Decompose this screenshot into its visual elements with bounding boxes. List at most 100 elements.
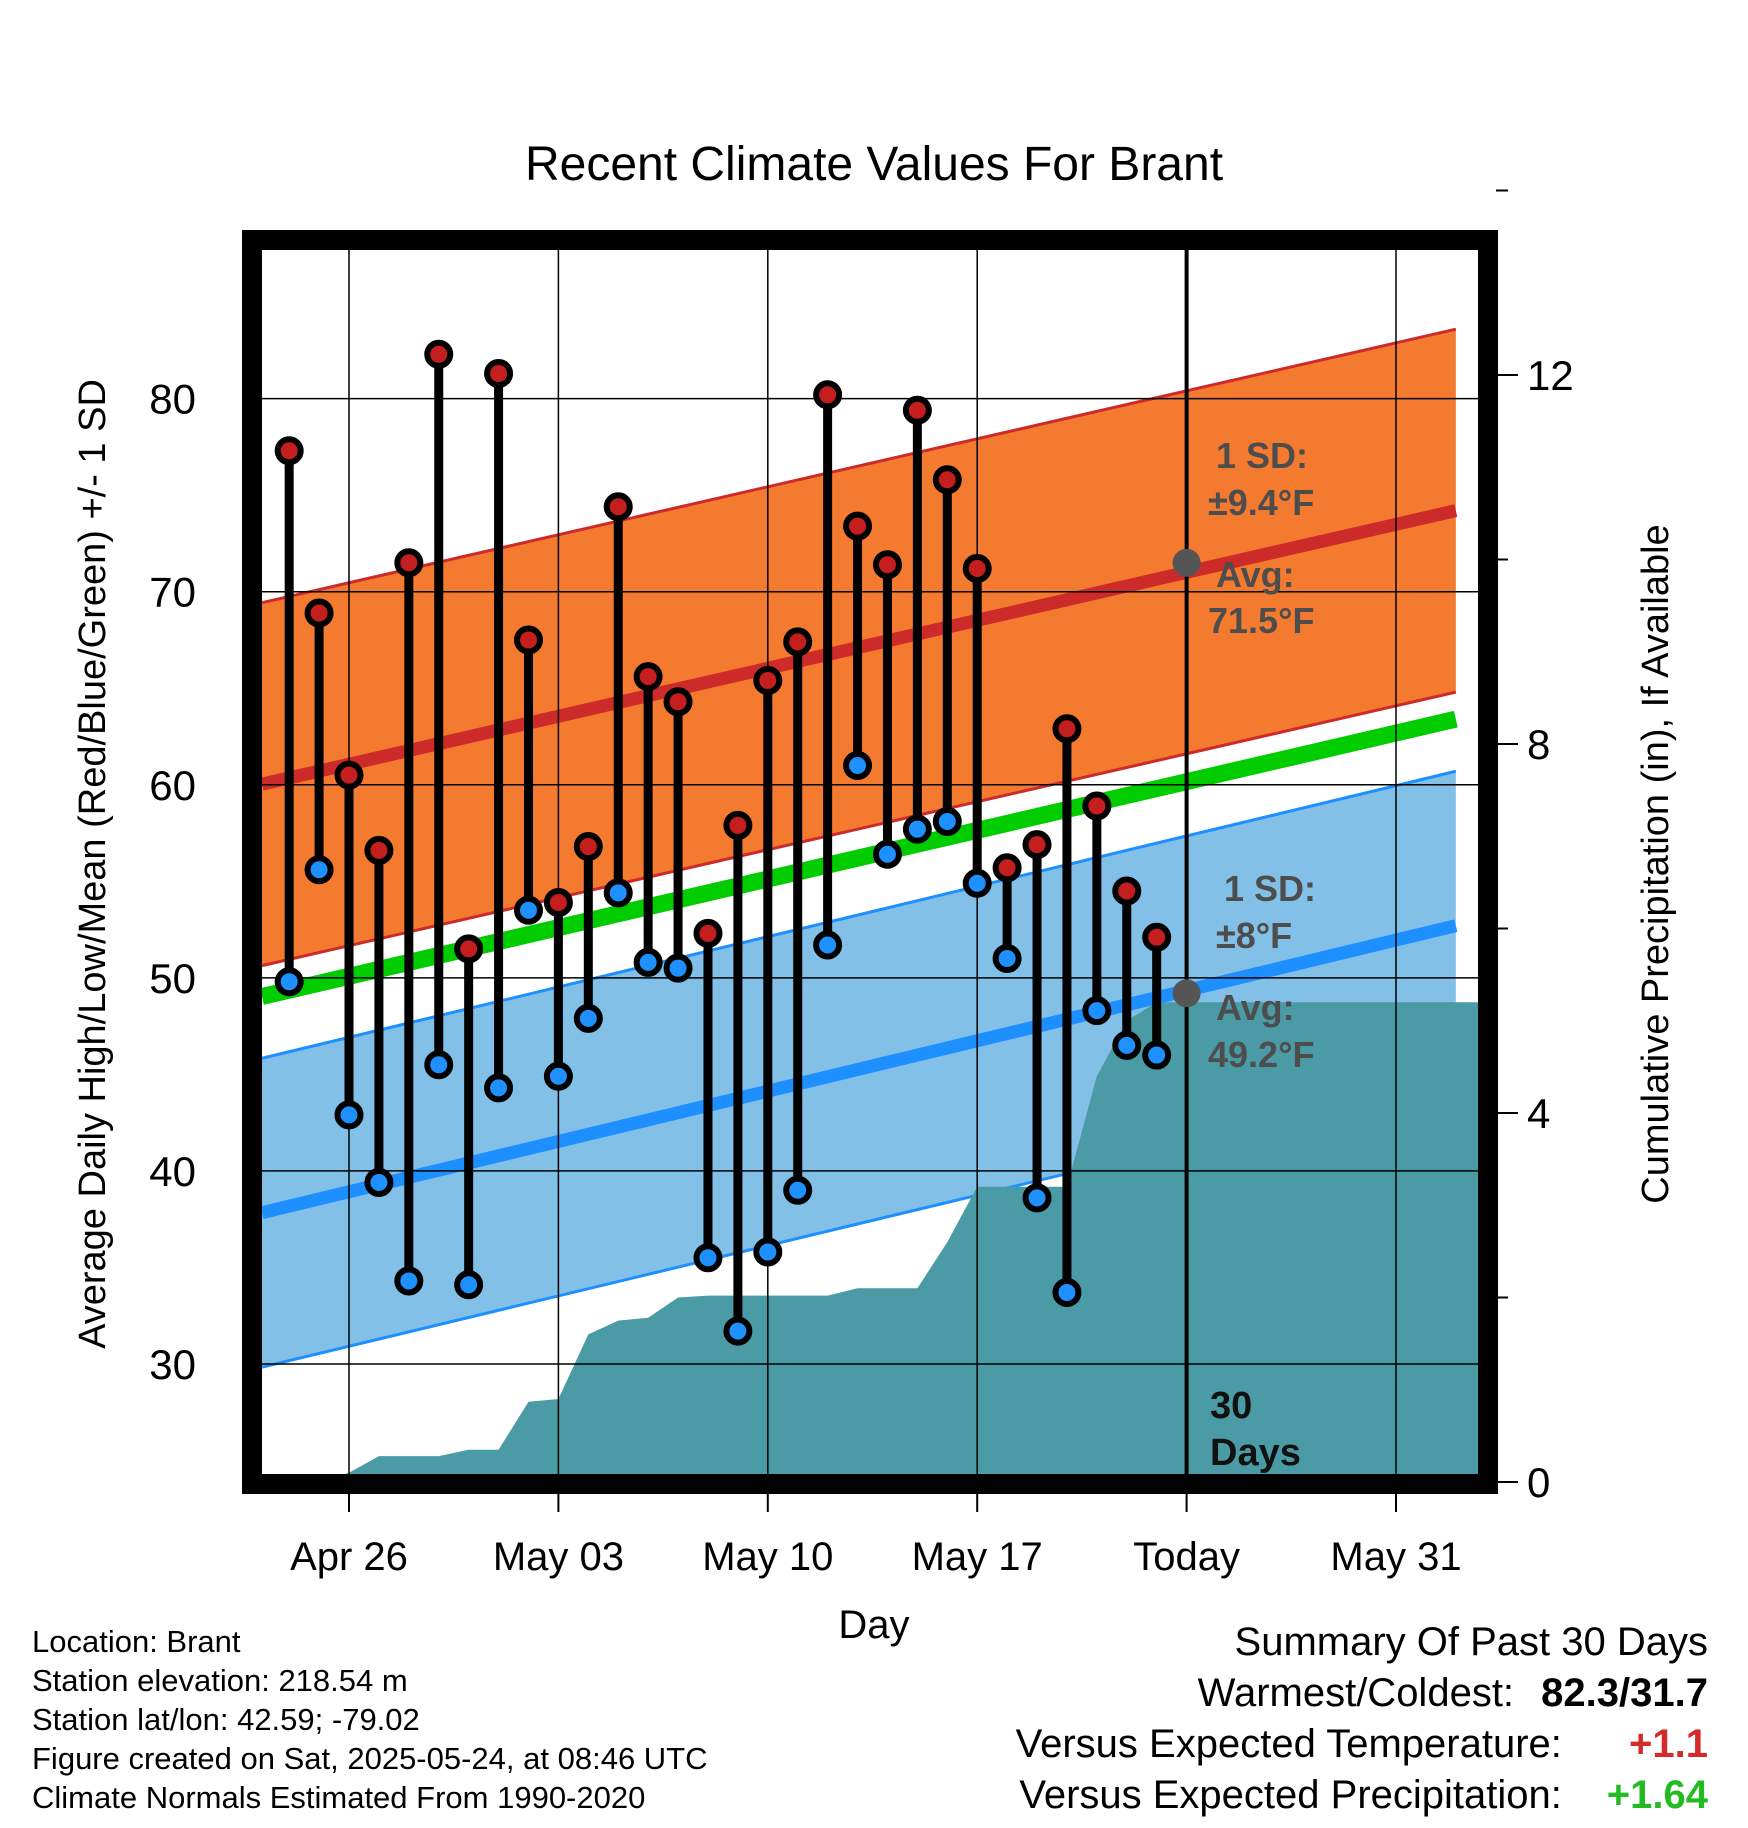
daily-high-point — [962, 554, 992, 584]
daily-low-point — [1142, 1040, 1172, 1070]
daily-low-point — [334, 1100, 364, 1130]
daily-high-point — [723, 810, 753, 840]
daily-high-point — [992, 853, 1022, 883]
daily-low-point — [484, 1073, 514, 1103]
plot-frame — [242, 230, 1498, 1494]
daily-low-point — [454, 1270, 484, 1300]
y-tick-label: 70 — [149, 569, 196, 616]
daily-low-point — [872, 839, 902, 869]
today-low-avg-marker — [1172, 979, 1201, 1008]
daily-low-point — [274, 967, 304, 997]
high-avg-value: 71.5°F — [1208, 600, 1314, 641]
warm-cold-row: Warmest/Coldest: 82.3/31.7 — [1016, 1668, 1708, 1719]
daily-low-point — [603, 878, 633, 908]
precipitation-area — [274, 1002, 1478, 1474]
x-tick-label: Apr 26 — [290, 1535, 408, 1579]
daily-high-point — [902, 395, 932, 425]
daily-high-point — [1052, 714, 1082, 744]
y2-tick-label: 0 — [1527, 1459, 1550, 1506]
daily-low-point — [573, 1003, 603, 1033]
daily-high-point — [1142, 922, 1172, 952]
low-sd-value: ±8°F — [1216, 915, 1292, 956]
y2-tick-label: 4 — [1527, 1090, 1550, 1137]
normals-text: Climate Normals Estimated From 1990-2020 — [32, 1780, 646, 1815]
x-tick-label: May 03 — [493, 1535, 624, 1579]
summary-panel: Summary Of Past 30 Days Warmest/Coldest:… — [1016, 1617, 1708, 1821]
daily-low-point — [1052, 1278, 1082, 1308]
daily-low-point — [364, 1167, 394, 1197]
daily-low-point — [1112, 1030, 1142, 1060]
y2-axis-label: Cumulative Precipitation (in), If Availa… — [1635, 524, 1677, 1203]
daily-high-point — [633, 662, 663, 692]
daily-low-point — [902, 814, 932, 844]
daily-high-point — [872, 550, 902, 580]
daily-high-point — [334, 760, 364, 790]
location-text: Location: Brant — [32, 1624, 241, 1659]
chart-title: Recent Climate Values For Brant — [525, 138, 1223, 191]
temp-value: +1.1 — [1629, 1722, 1708, 1766]
high-sd-value: ±9.4°F — [1208, 482, 1314, 523]
daily-high-point — [663, 687, 693, 717]
y-tick-label: 50 — [149, 955, 196, 1002]
daily-low-point — [992, 944, 1022, 974]
today-high-avg-marker — [1172, 548, 1201, 577]
daily-low-point — [394, 1266, 424, 1296]
daily-low-point — [693, 1243, 723, 1273]
x-tick-label: May 17 — [912, 1535, 1043, 1579]
high-sd-band-lower-edge — [261, 690, 1457, 968]
daily-high-point — [573, 832, 603, 862]
daily-low-point — [932, 806, 962, 836]
daily-low-point — [723, 1316, 753, 1346]
y2-tick-label: 12 — [1527, 352, 1574, 399]
x-axis-label: Day — [838, 1603, 909, 1647]
low-avg-label: Avg: — [1216, 987, 1295, 1028]
x-tick-label: Today — [1133, 1535, 1240, 1579]
summary-title: Summary Of Past 30 Days — [1234, 1620, 1708, 1664]
high-sd-band-upper-edge — [261, 327, 1457, 605]
daily-high-point — [603, 492, 633, 522]
window-label-number: 30 — [1210, 1385, 1252, 1427]
temp-label: Versus Expected Temperature: — [1015, 1722, 1562, 1766]
y-axis-label: Average Daily High/Low/Mean (Red/Blue/Gr… — [72, 379, 114, 1349]
daily-high-point — [274, 436, 304, 466]
daily-high-point — [304, 598, 334, 628]
high-avg-label: Avg: — [1216, 554, 1295, 595]
station-info: Location: Brant Station elevation: 218.5… — [32, 1622, 708, 1817]
daily-high-point — [1112, 876, 1142, 906]
x-tick-label: May 10 — [702, 1535, 833, 1579]
daily-low-point — [843, 750, 873, 780]
x-tick-label: May 31 — [1330, 1535, 1461, 1579]
plot-area: 1 SD: ±9.4°F Avg: 71.5°F 1 SD: ±8°F Avg: 49.2°F… — [149, 189, 1574, 1579]
daily-low-point — [543, 1061, 573, 1091]
daily-high-point — [454, 934, 484, 964]
daily-low-point — [783, 1175, 813, 1205]
high-sd-label: 1 SD: — [1216, 435, 1308, 476]
precip-row: Versus Expected Precipitation: +1.64 — [1016, 1770, 1708, 1821]
y-tick-label: 40 — [149, 1148, 196, 1195]
y-tick-label: 60 — [149, 762, 196, 809]
daily-high-point — [783, 627, 813, 657]
daily-high-point — [513, 625, 543, 655]
daily-low-point — [962, 868, 992, 898]
daily-high-point — [1082, 791, 1112, 821]
daily-high-point — [543, 888, 573, 918]
low-sd-band-upper-edge — [261, 769, 1457, 1060]
daily-high-point — [813, 380, 843, 410]
elevation-text: Station elevation: 218.54 m — [32, 1663, 408, 1698]
created-text: Figure created on Sat, 2025-05-24, at 08… — [32, 1741, 708, 1776]
y-tick-label: 80 — [149, 376, 196, 423]
daily-high-point — [753, 666, 783, 696]
latlon-text: Station lat/lon: 42.59; -79.02 — [32, 1702, 420, 1737]
daily-high-point — [1022, 830, 1052, 860]
daily-low-point — [1022, 1183, 1052, 1213]
precip-label: Versus Expected Precipitation: — [1019, 1773, 1562, 1817]
daily-high-point — [932, 465, 962, 495]
warm-cold-value: 82.3/31.7 — [1541, 1671, 1708, 1715]
daily-low-point — [753, 1237, 783, 1267]
window-label-days: Days — [1210, 1432, 1301, 1474]
daily-high-point — [394, 548, 424, 578]
daily-low-point — [663, 953, 693, 983]
daily-low-point — [424, 1050, 454, 1080]
low-sd-label: 1 SD: — [1224, 868, 1316, 909]
daily-high-point — [693, 918, 723, 948]
